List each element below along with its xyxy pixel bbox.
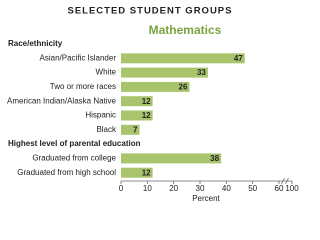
bar	[121, 81, 190, 92]
x-tick-label: 100	[285, 184, 299, 193]
bar	[121, 153, 222, 164]
value-label: 7	[133, 125, 138, 134]
value-label: 33	[197, 68, 206, 77]
value-label: 12	[142, 111, 151, 120]
chart: SELECTED STUDENT GROUPS Mathematics Perc…	[7, 6, 299, 204]
bar	[121, 67, 208, 78]
bar	[121, 124, 140, 135]
x-tick-label: 20	[169, 184, 178, 193]
value-label: 47	[234, 54, 243, 63]
bar	[121, 167, 153, 178]
category-label: Graduated from college	[32, 154, 116, 163]
group-heading: Highest level of parental education	[8, 139, 141, 148]
category-label: American Indian/Alaska Native	[7, 96, 116, 105]
axis-break	[281, 177, 289, 185]
chart-title: SELECTED STUDENT GROUPS	[68, 6, 233, 17]
bar	[121, 96, 153, 107]
bar	[121, 53, 245, 64]
x-tick-label: 10	[143, 184, 152, 193]
x-tick-label: 40	[222, 184, 231, 193]
x-axis-label: Percent	[192, 194, 220, 203]
chart-subtitle: Mathematics	[149, 23, 222, 37]
category-label: Two or more races	[50, 82, 116, 91]
value-label: 38	[210, 154, 219, 163]
value-label: 26	[179, 83, 188, 92]
category-label: Black	[96, 125, 117, 134]
x-tick-label: 30	[196, 184, 205, 193]
value-label: 12	[142, 97, 151, 106]
value-label: 12	[142, 168, 151, 177]
category-label: Graduated from high school	[17, 168, 116, 177]
category-label: Asian/Pacific Islander	[40, 53, 117, 62]
category-label: Hispanic	[85, 111, 116, 120]
x-tick-label: 60	[275, 184, 284, 193]
x-tick-label: 50	[248, 184, 257, 193]
group-heading: Race/ethnicity	[8, 39, 63, 48]
x-tick-label: 0	[119, 184, 124, 193]
bar	[121, 110, 153, 121]
category-label: White	[96, 68, 117, 77]
